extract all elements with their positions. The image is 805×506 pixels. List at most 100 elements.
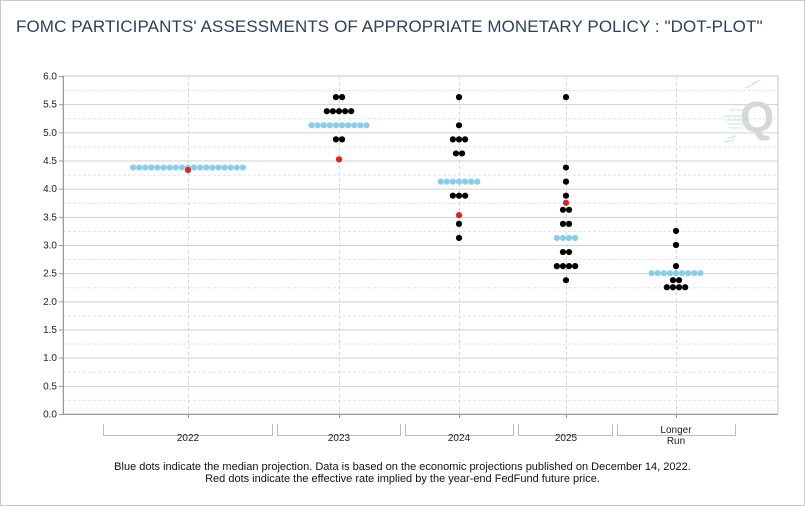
- x-tick-label: 2024: [448, 433, 471, 444]
- chart-title: FOMC PARTICIPANTS' ASSESSMENTS OF APPROP…: [16, 17, 763, 36]
- participant-dot: [559, 248, 567, 256]
- participant-dot: [559, 220, 567, 227]
- median-dot: [197, 164, 204, 171]
- median-dot: [559, 234, 567, 242]
- participant-dot: [462, 192, 469, 199]
- median-dot: [565, 234, 573, 242]
- median-dot: [308, 122, 315, 129]
- participant-dot: [449, 136, 456, 143]
- median-dot: [660, 270, 667, 277]
- median-dot: [172, 164, 179, 171]
- participant-dot: [565, 220, 573, 227]
- participant-dot: [455, 220, 463, 227]
- median-dot: [345, 122, 352, 129]
- y-tick-label: 1.5: [43, 325, 57, 336]
- participant-dot: [455, 234, 463, 242]
- participant-dot: [672, 241, 680, 249]
- median-dot: [685, 270, 692, 277]
- participant-dot: [562, 94, 570, 101]
- median-dot: [233, 164, 240, 171]
- median-dot: [553, 234, 560, 242]
- y-tick-label: 4.5: [43, 156, 57, 167]
- y-tick-label: 5.5: [43, 100, 57, 111]
- median-dot: [474, 178, 481, 185]
- participant-dot: [565, 263, 573, 270]
- median-dot: [437, 178, 444, 185]
- y-tick-label: 6.0: [43, 72, 57, 83]
- y-tick-label: 4.0: [43, 184, 57, 195]
- participant-dot: [348, 108, 355, 115]
- futures-implied-dot: [184, 166, 192, 174]
- median-dot: [455, 178, 463, 185]
- median-dot: [160, 164, 167, 171]
- participant-dot: [672, 227, 680, 235]
- median-dot: [130, 164, 137, 171]
- y-tick-label: 0.0: [43, 410, 57, 421]
- participant-dot: [675, 284, 683, 291]
- median-dot: [136, 164, 143, 171]
- y-tick-label: 1.0: [43, 353, 57, 364]
- x-tick-label: 2025: [555, 433, 578, 444]
- q-logo-icon: Q: [723, 80, 774, 143]
- median-dot: [221, 164, 228, 171]
- y-tick-label: 3.0: [43, 241, 57, 252]
- median-dot: [154, 164, 161, 171]
- median-dot: [572, 234, 579, 242]
- x-tick-label: 2022: [177, 433, 200, 444]
- median-dot: [449, 178, 456, 185]
- participant-dot: [682, 284, 689, 291]
- median-dot: [679, 270, 686, 277]
- median-dot: [468, 178, 475, 185]
- participant-dot: [332, 94, 340, 101]
- median-dot: [166, 164, 173, 171]
- median-dot: [178, 164, 185, 171]
- median-dot: [462, 178, 469, 185]
- category-bracket: [518, 424, 613, 436]
- median-dot: [142, 164, 149, 171]
- median-dot: [148, 164, 155, 171]
- median-dot: [697, 270, 704, 277]
- participant-dot: [449, 192, 456, 199]
- median-dot: [357, 122, 364, 129]
- median-dot: [227, 164, 234, 171]
- median-dot: [326, 122, 333, 129]
- participant-dot: [669, 284, 677, 291]
- y-tick-label: 5.0: [43, 128, 57, 139]
- median-dot: [209, 164, 216, 171]
- participant-dot: [455, 136, 463, 143]
- participant-dot: [452, 150, 460, 157]
- participant-dot: [675, 277, 683, 284]
- y-tick-label: 2.0: [43, 297, 57, 308]
- futures-implied-dot: [335, 156, 343, 163]
- participant-dot: [562, 277, 570, 284]
- median-dot: [191, 164, 198, 171]
- participant-dot: [332, 136, 340, 143]
- participant-dot: [553, 263, 560, 270]
- median-dot: [654, 270, 661, 277]
- participant-dot: [562, 192, 570, 199]
- median-dot: [691, 270, 698, 277]
- median-dot: [351, 122, 358, 129]
- median-dot: [215, 164, 222, 171]
- category-bracket: [405, 424, 514, 436]
- category-bracket: [277, 424, 401, 436]
- median-dot: [363, 122, 370, 129]
- footnote-futures: Red dots indicate the effective rate imp…: [205, 473, 600, 485]
- y-tick-label: 0.5: [43, 381, 57, 392]
- participant-dot: [455, 192, 463, 199]
- x-tick-label: 2023: [328, 433, 351, 444]
- footnote-median: Blue dots indicate the median projection…: [114, 461, 691, 473]
- participant-dot: [335, 108, 343, 115]
- futures-implied-dot: [562, 199, 570, 206]
- y-tick-label: 3.5: [43, 212, 57, 223]
- y-tick-label: 2.5: [43, 269, 57, 280]
- median-dot: [672, 270, 680, 277]
- participant-dot: [559, 206, 567, 213]
- participant-dot: [329, 108, 336, 115]
- participant-dot: [338, 136, 346, 143]
- participant-dot: [562, 178, 570, 185]
- category-bracket: [103, 424, 273, 436]
- participant-dot: [565, 206, 573, 213]
- median-dot: [666, 270, 674, 277]
